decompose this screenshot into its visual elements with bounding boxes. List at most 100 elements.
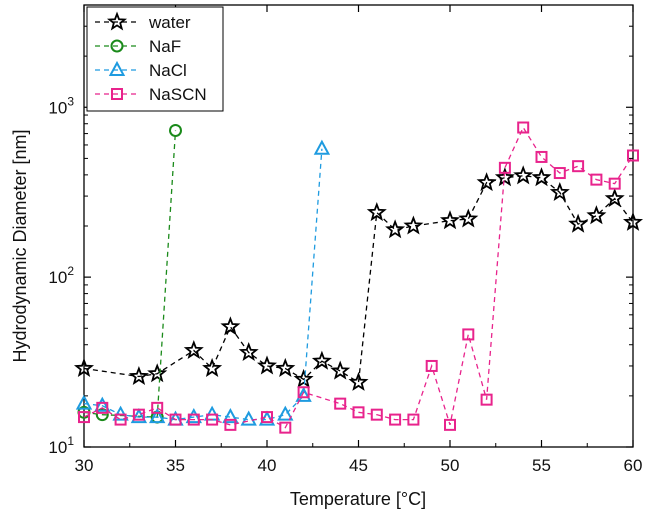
data-point-nacl	[75, 394, 93, 410]
legend-entry-nacl: NaCl	[95, 60, 187, 80]
data-point-nascn	[462, 328, 475, 341]
data-point-water	[330, 360, 351, 380]
data-point-nascn	[370, 408, 383, 421]
y-tick-label: 102	[48, 264, 74, 287]
series-line-nascn	[83, 126, 634, 429]
data-point-water	[128, 365, 149, 386]
legend-label: NaCl	[149, 61, 187, 80]
data-point-water	[568, 213, 589, 233]
data-point-nascn	[279, 421, 292, 434]
data-point-nascn	[608, 177, 621, 190]
legend-label: water	[148, 13, 191, 32]
series-naf	[77, 123, 182, 424]
data-point-nascn	[590, 173, 603, 186]
legend-marker	[110, 39, 124, 53]
data-point-nacl	[149, 407, 166, 424]
data-point-nascn	[480, 393, 493, 406]
data-point-nascn	[389, 413, 402, 426]
data-point-water	[494, 167, 515, 187]
data-point-water	[604, 188, 625, 208]
data-point-naf	[95, 408, 109, 422]
data-point-nacl	[277, 405, 294, 421]
data-point-water	[385, 219, 406, 239]
x-tick-label: 50	[441, 456, 460, 475]
data-point-nacl	[222, 407, 239, 424]
series-water	[73, 165, 644, 391]
legend-entry-water: water	[95, 11, 191, 32]
data-point-water	[348, 371, 369, 391]
x-tick-label: 35	[166, 456, 185, 475]
data-point-water	[73, 357, 95, 377]
data-point-water	[147, 363, 168, 383]
data-point-nascn	[352, 406, 365, 419]
data-point-water	[202, 357, 223, 377]
data-point-water	[256, 355, 278, 375]
data-point-water	[403, 215, 424, 235]
series-line-water	[83, 175, 634, 384]
data-point-nacl	[295, 386, 312, 402]
data-point-nascn	[261, 411, 273, 424]
data-point-nacl	[240, 410, 257, 426]
data-point-water	[220, 316, 241, 336]
data-point-nacl	[313, 139, 331, 155]
data-point-nascn	[535, 150, 548, 163]
legend-marker	[108, 60, 126, 76]
series-nascn	[78, 121, 639, 434]
legend-label: NaF	[149, 37, 181, 56]
x-tick-label: 40	[258, 456, 277, 475]
data-point-nascn	[297, 386, 310, 399]
data-point-nascn	[407, 413, 420, 426]
data-point-water	[513, 165, 534, 185]
data-point-water	[549, 181, 570, 202]
data-point-water	[311, 350, 332, 370]
data-point-nascn	[132, 408, 145, 421]
data-point-nascn	[224, 418, 237, 431]
y-tick-label: 103	[48, 94, 74, 117]
legend-label: NaSCN	[149, 85, 207, 104]
x-tick-label: 60	[624, 456, 643, 475]
data-point-water	[586, 205, 607, 225]
data-point-nascn	[151, 401, 164, 414]
legend-marker	[111, 88, 123, 100]
data-point-nascn	[444, 418, 456, 431]
legend-entry-nascn: NaSCN	[95, 85, 207, 104]
y-tick-label: 101	[48, 434, 74, 457]
data-point-nascn	[169, 413, 182, 426]
x-tick-label: 45	[349, 456, 368, 475]
data-point-nascn	[627, 149, 639, 162]
data-point-water	[275, 357, 296, 377]
data-point-naf	[169, 123, 182, 137]
data-point-water	[476, 172, 497, 192]
data-point-water	[366, 202, 387, 222]
data-point-water	[293, 368, 314, 388]
data-point-nascn	[114, 413, 127, 426]
data-point-water	[531, 167, 552, 187]
x-tick-label: 55	[532, 456, 551, 475]
x-tick-label: 30	[75, 456, 94, 475]
data-point-nascn	[187, 413, 200, 426]
data-point-nascn	[498, 161, 511, 174]
legend-box	[86, 6, 224, 112]
legend-entry-naf: NaF	[95, 37, 181, 56]
data-point-nacl	[185, 407, 202, 424]
data-point-water	[238, 341, 259, 362]
data-point-nascn	[425, 359, 438, 372]
series-line-nacl	[83, 148, 323, 421]
data-point-water	[439, 210, 461, 230]
data-point-nacl	[94, 396, 111, 412]
data-point-nascn	[96, 401, 109, 414]
data-point-nascn	[572, 160, 585, 173]
data-point-nascn	[553, 167, 566, 180]
data-point-nascn	[517, 121, 530, 134]
x-axis-title: Temperature [°C]	[290, 489, 426, 509]
y-axis-title: Hydrodynamic Diameter [nm]	[10, 129, 30, 362]
data-point-nascn	[206, 413, 219, 426]
data-point-nascn	[78, 411, 90, 424]
data-point-water	[458, 208, 479, 228]
series-nacl	[75, 139, 331, 426]
data-point-nascn	[334, 397, 347, 410]
data-point-water	[183, 339, 204, 359]
legend-marker	[106, 11, 128, 31]
